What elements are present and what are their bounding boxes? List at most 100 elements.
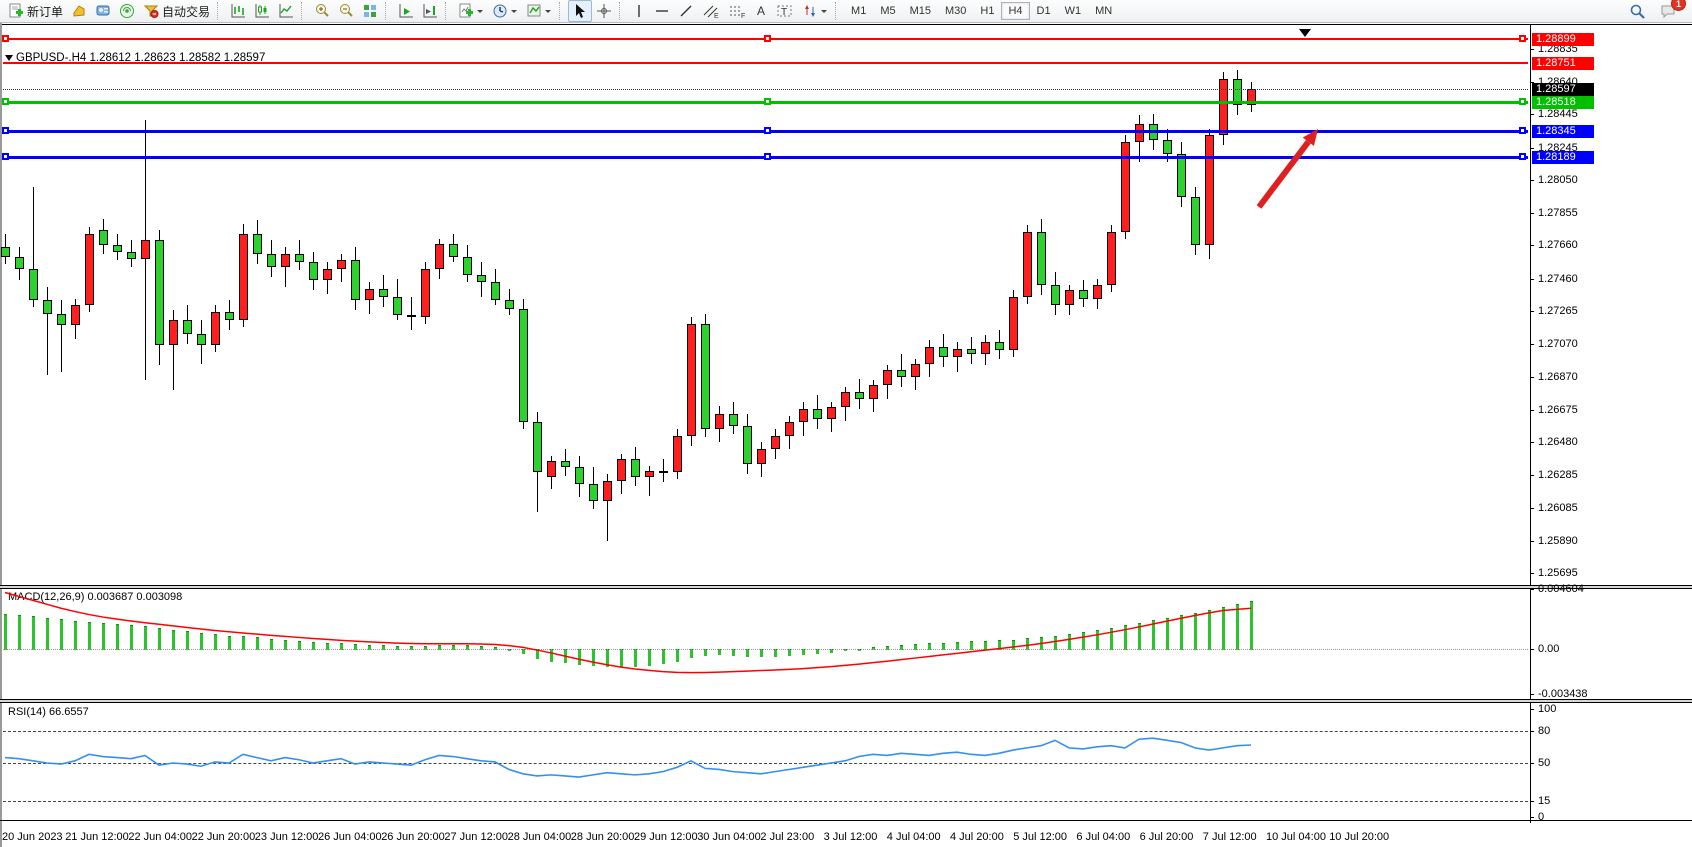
rsi-axis-label: 15 — [1538, 794, 1551, 807]
candle — [939, 347, 948, 358]
templates-button[interactable] — [522, 0, 556, 22]
autoscroll-button[interactable] — [394, 0, 418, 22]
price-axis-label: 1.28445 — [1538, 108, 1578, 121]
timeframe-m1-button[interactable]: M1 — [851, 5, 867, 17]
macd-histogram-bar — [130, 625, 133, 650]
macd-histogram-bar — [144, 626, 147, 650]
candle — [883, 370, 892, 386]
crosshair-button[interactable] — [592, 0, 616, 22]
hline-handle[interactable] — [1519, 127, 1526, 135]
hline-handle[interactable] — [2, 98, 9, 106]
arrows-button[interactable] — [798, 0, 832, 22]
hline-handle[interactable] — [764, 127, 771, 135]
time-axis-label: 30 Jun 04:00 — [697, 831, 761, 843]
candle-wick — [61, 300, 62, 373]
rsi-plot[interactable] — [2, 703, 1530, 820]
candle — [1093, 285, 1102, 299]
price-badge: 1.28899 — [1532, 32, 1594, 46]
candle — [925, 347, 934, 364]
market-watch-button[interactable] — [91, 0, 115, 22]
periods-button[interactable] — [488, 0, 522, 22]
hline-handle[interactable] — [2, 153, 9, 161]
candle — [1219, 78, 1228, 136]
label-button[interactable]: T — [772, 0, 798, 22]
timeframe-h1-button[interactable]: H1 — [980, 5, 995, 17]
crosshair-icon — [596, 3, 612, 19]
hline-handle[interactable] — [1519, 98, 1526, 106]
chevron-down-icon — [545, 3, 552, 19]
price-axis-label: 1.25695 — [1538, 567, 1578, 580]
time-axis-label: 20 Jun 2023 — [2, 831, 63, 843]
sell-marker-icon[interactable] — [1299, 29, 1311, 37]
price-tick — [1530, 147, 1534, 149]
zoom-in-button[interactable] — [310, 0, 334, 22]
chart-shift-button[interactable] — [418, 0, 442, 22]
candle — [1233, 78, 1242, 106]
price-tick — [1530, 245, 1534, 247]
candle — [295, 253, 304, 263]
candle — [995, 342, 1004, 351]
hline-1.28751[interactable] — [3, 62, 1528, 65]
autotrading-button[interactable]: 自动交易 — [139, 0, 214, 22]
time-axis-label: 29 Jun 12:00 — [634, 831, 698, 843]
hline-handle[interactable] — [764, 153, 771, 161]
cursor-button[interactable] — [568, 0, 593, 22]
new-order-button[interactable]: 新订单 — [4, 0, 67, 22]
chevron-down-icon — [477, 3, 484, 19]
candle — [1191, 196, 1200, 246]
main-chart-plot[interactable] — [2, 25, 1530, 585]
search-button[interactable] — [1625, 0, 1650, 22]
charts-button[interactable] — [67, 0, 91, 22]
price-axis-label: 1.27070 — [1538, 337, 1578, 350]
macd-histogram-bar — [60, 619, 63, 650]
chart-area: GBPUSD-.H4 1.28612 1.28623 1.28582 1.285… — [0, 23, 1692, 847]
price-tick — [1530, 343, 1534, 345]
timeframe-d1-button[interactable]: D1 — [1036, 5, 1051, 17]
macd-histogram-bar — [732, 649, 735, 656]
toolbar-separator — [835, 2, 841, 20]
macd-plot[interactable] — [2, 589, 1530, 699]
signal-button[interactable] — [115, 0, 139, 22]
timeframe-m5-button[interactable]: M5 — [880, 5, 896, 17]
hline-button[interactable] — [650, 0, 674, 22]
macd-histogram-bar — [1222, 607, 1225, 650]
tile-windows-button[interactable] — [358, 0, 382, 22]
timeframe-m15-button[interactable]: M15 — [909, 5, 931, 17]
splitter-macd-rsi[interactable] — [0, 700, 1692, 702]
hline-handle[interactable] — [2, 127, 9, 135]
timeframe-mn-button[interactable]: MN — [1095, 5, 1113, 17]
vline-button[interactable] — [628, 0, 650, 22]
candle-wick — [47, 287, 48, 376]
indicators-button[interactable] — [454, 0, 488, 22]
fibonacci-button[interactable]: F — [724, 0, 750, 22]
bar-chart-button[interactable] — [226, 0, 250, 22]
trendline-button[interactable] — [674, 0, 698, 22]
candlestick-button[interactable] — [250, 0, 274, 22]
candle — [589, 483, 598, 501]
candle — [323, 268, 332, 281]
timeframe-m30-button[interactable]: M30 — [945, 5, 967, 17]
hline-handle[interactable] — [764, 98, 771, 106]
candle-wick — [173, 310, 174, 391]
hline-handle[interactable] — [764, 34, 771, 42]
rsi-level-80 — [3, 730, 1528, 732]
splitter-main-macd[interactable] — [0, 586, 1692, 588]
macd-histogram-bar — [606, 649, 609, 667]
candle — [687, 323, 696, 436]
rsi-label: RSI(14) 66.6557 — [8, 706, 89, 718]
price-tick — [1530, 508, 1534, 510]
notifications-button[interactable]: 1 — [1656, 0, 1686, 22]
hline-handle[interactable] — [2, 34, 9, 42]
zoom-out-button[interactable] — [334, 0, 358, 22]
price-tick — [1530, 212, 1534, 214]
window-left-border — [0, 23, 2, 847]
channel-button[interactable]: E — [698, 0, 724, 22]
hline-handle[interactable] — [1519, 34, 1526, 42]
timeframe-h4-button[interactable]: H4 — [1001, 2, 1030, 20]
candle — [225, 312, 234, 321]
line-chart-button[interactable] — [274, 0, 298, 22]
timeframe-w1-button[interactable]: W1 — [1064, 5, 1082, 17]
hline-handle[interactable] — [1519, 153, 1526, 161]
chart-menu-icon[interactable] — [5, 55, 13, 61]
text-button[interactable]: A — [750, 0, 772, 22]
